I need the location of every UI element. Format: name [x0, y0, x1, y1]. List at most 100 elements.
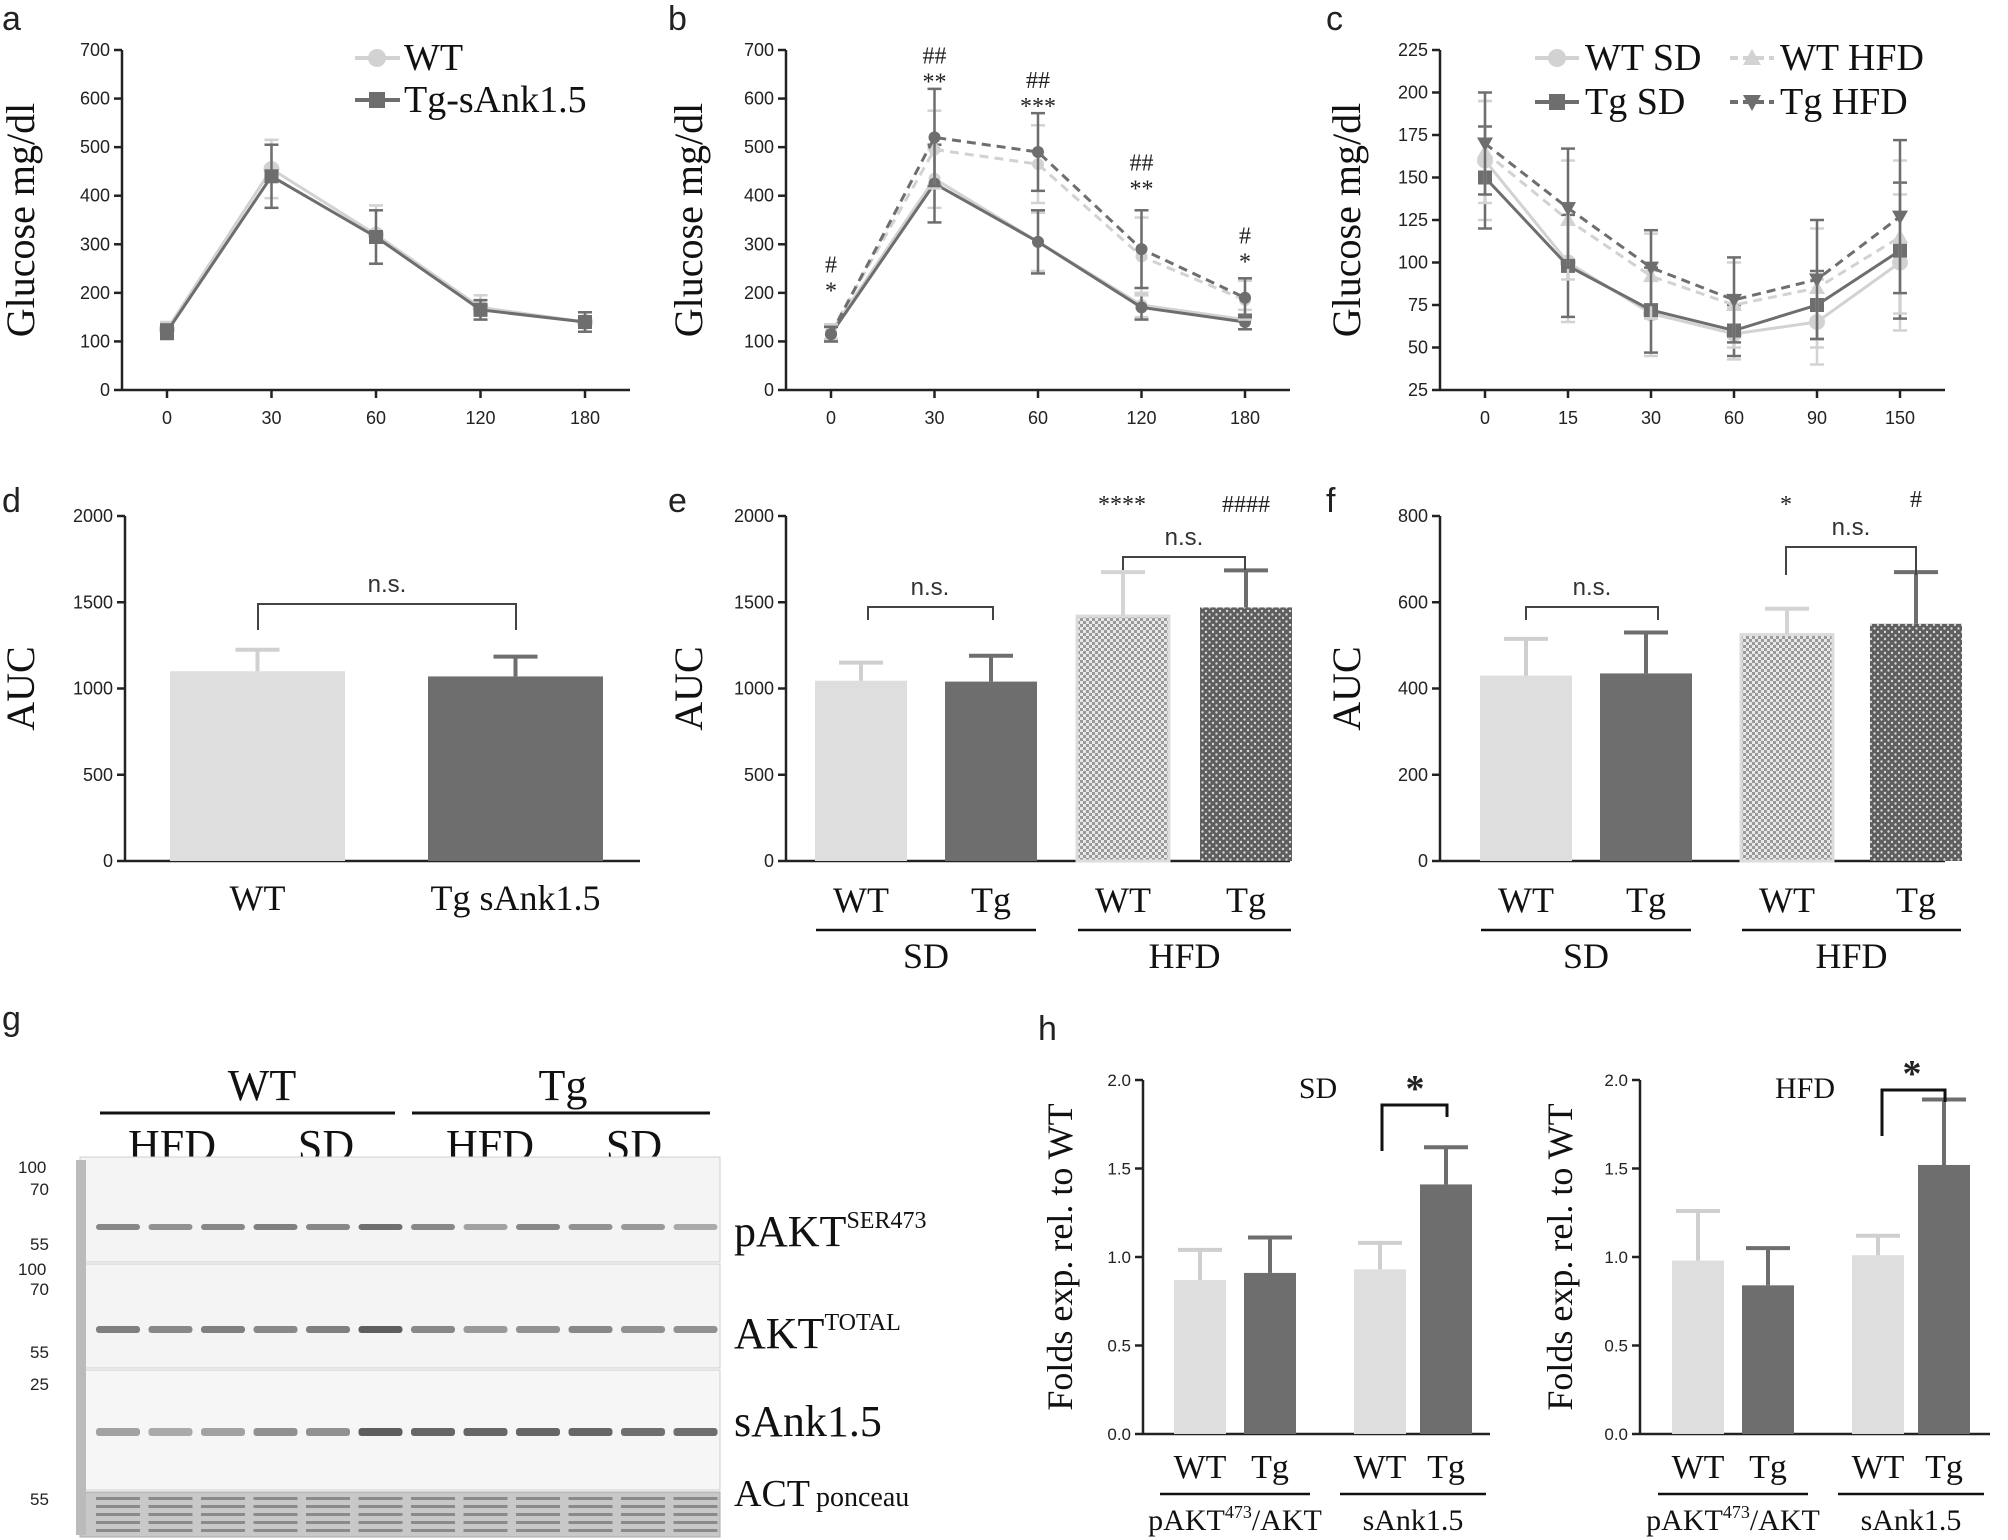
- data-point: [1726, 293, 1742, 308]
- y-tick-label: 125: [1398, 210, 1428, 230]
- y-tick-label: 0.0: [1107, 1425, 1131, 1444]
- blot-band: [148, 1326, 193, 1333]
- blot-genotype-wt: WT: [228, 1061, 297, 1110]
- group-label: HFD: [1815, 936, 1887, 976]
- y-tick-label: 500: [744, 765, 774, 785]
- data-point: [369, 230, 383, 244]
- ponceau-band: [358, 1497, 403, 1500]
- group-label: sAnk1.5: [1363, 1504, 1464, 1537]
- x-tick-label: 180: [570, 408, 600, 428]
- mw-marker: 55: [30, 1235, 49, 1254]
- panel-e-chart: 0 500 1000 1500 2000 AUC WT Tg WT Tg SD HFD n.s. n.s.…: [666, 492, 1292, 976]
- significance-hashes: ####: [1222, 492, 1270, 518]
- y-tick-label: 100: [744, 331, 774, 351]
- legend-marker: [1743, 49, 1761, 65]
- ponceau-band: [96, 1505, 140, 1508]
- ponceau-band: [516, 1513, 560, 1516]
- bar: [1672, 1260, 1724, 1434]
- blot-row-label-act: ACT ponceau: [734, 1473, 909, 1515]
- significance-star: ***: [1020, 94, 1056, 120]
- y-axis-title: AUC: [0, 646, 43, 730]
- western-blot: WT Tg HFD SD HFD SD 100 70 55 100 70 55 …: [18, 1061, 926, 1538]
- x-tick-label: 180: [1230, 408, 1260, 428]
- ponceau-band: [148, 1521, 193, 1524]
- ponceau-band: [568, 1513, 613, 1516]
- legend-label: Tg SD: [1585, 81, 1685, 123]
- significance-hash: ##: [1026, 68, 1050, 94]
- panel-h-hfd-chart: 0.0 0.5 1.0 1.5 2.0 Folds exp. rel. to WT HFD W…: [1540, 1053, 1990, 1537]
- x-category-label: Tg: [1626, 880, 1666, 920]
- y-tick-label: 1500: [73, 592, 113, 612]
- significance-hash: #: [1910, 487, 1922, 513]
- ponceau-band: [568, 1505, 613, 1508]
- significance-bracket: [867, 606, 994, 620]
- mw-marker: 100: [18, 1260, 46, 1279]
- ponceau-band: [253, 1513, 298, 1516]
- significance-bracket: [1880, 1088, 1947, 1136]
- ponceau-band: [306, 1529, 350, 1532]
- x-tick-label: 60: [1724, 408, 1744, 428]
- significance-hash: ##: [1130, 151, 1154, 177]
- ponceau-band: [568, 1529, 613, 1532]
- ponceau-band: [306, 1505, 350, 1508]
- blot-band: [358, 1428, 403, 1436]
- y-tick-label: 2.0: [1107, 1071, 1131, 1090]
- y-tick-label: 0: [103, 851, 113, 871]
- y-tick-label: 500: [83, 765, 113, 785]
- y-tick-label: 700: [80, 40, 110, 60]
- x-tick-label: 0: [826, 408, 836, 428]
- ponceau-band: [358, 1513, 403, 1516]
- ponceau-band: [621, 1529, 665, 1532]
- x-category-label: WT: [1174, 1449, 1227, 1486]
- ponceau-band: [201, 1497, 245, 1500]
- mw-marker: 70: [30, 1180, 49, 1199]
- ponceau-band: [148, 1513, 193, 1516]
- blot-band: [463, 1326, 508, 1333]
- blot-band: [568, 1326, 613, 1333]
- ponceau-band: [96, 1513, 140, 1516]
- y-axis-title: AUC: [1324, 646, 1369, 730]
- blot-band: [253, 1428, 298, 1436]
- panel-letter-h: h: [1038, 1010, 1057, 1048]
- data-point: [1892, 210, 1908, 225]
- blot-band: [673, 1326, 718, 1333]
- significance-label: n.s.: [368, 571, 407, 598]
- ponceau-band: [96, 1521, 140, 1524]
- ponceau-band: [201, 1521, 245, 1524]
- y-tick-label: 225: [1398, 40, 1428, 60]
- group-label: SD: [903, 936, 949, 976]
- bar: [1739, 633, 1835, 863]
- legend-label: Tg HFD: [1780, 81, 1908, 123]
- ponceau-band: [358, 1505, 403, 1508]
- blot-genotype-tg: Tg: [539, 1061, 588, 1110]
- y-axis-title: Glucose mg/dl: [1324, 103, 1369, 337]
- x-tick-label: 120: [465, 408, 495, 428]
- blot-band: [673, 1428, 718, 1436]
- significance-stars: ****: [1098, 492, 1146, 518]
- ponceau-band: [516, 1521, 560, 1524]
- blot-band: [306, 1428, 350, 1436]
- panel-a-chart: 0 100 200 300 400 500 600 700 Glucose mg/dl 0 30 60…: [0, 37, 630, 428]
- ponceau-band: [306, 1521, 350, 1524]
- x-category-label: Tg: [1427, 1449, 1465, 1486]
- significance-label: n.s.: [1165, 524, 1204, 551]
- blot-band: [463, 1224, 508, 1230]
- chart-title: SD: [1299, 1072, 1337, 1105]
- legend-label: WT SD: [1585, 37, 1701, 79]
- blot-band: [673, 1224, 718, 1230]
- ponceau-band: [621, 1505, 665, 1508]
- blot-band: [201, 1224, 245, 1230]
- blot-band: [253, 1326, 298, 1333]
- blot-row-label-sank: sAnk1.5: [734, 1397, 882, 1446]
- bar: [428, 676, 603, 861]
- ponceau-band: [516, 1529, 560, 1532]
- x-category-label: WT: [833, 880, 889, 920]
- x-category-label: Tg: [1925, 1449, 1963, 1486]
- y-tick-label: 300: [80, 234, 110, 254]
- blot-band: [568, 1224, 613, 1230]
- bar: [1852, 1255, 1904, 1434]
- blot-band: [306, 1326, 350, 1333]
- ponceau-band: [411, 1513, 455, 1516]
- bar: [1918, 1164, 1970, 1434]
- y-tick-label: 175: [1398, 125, 1428, 145]
